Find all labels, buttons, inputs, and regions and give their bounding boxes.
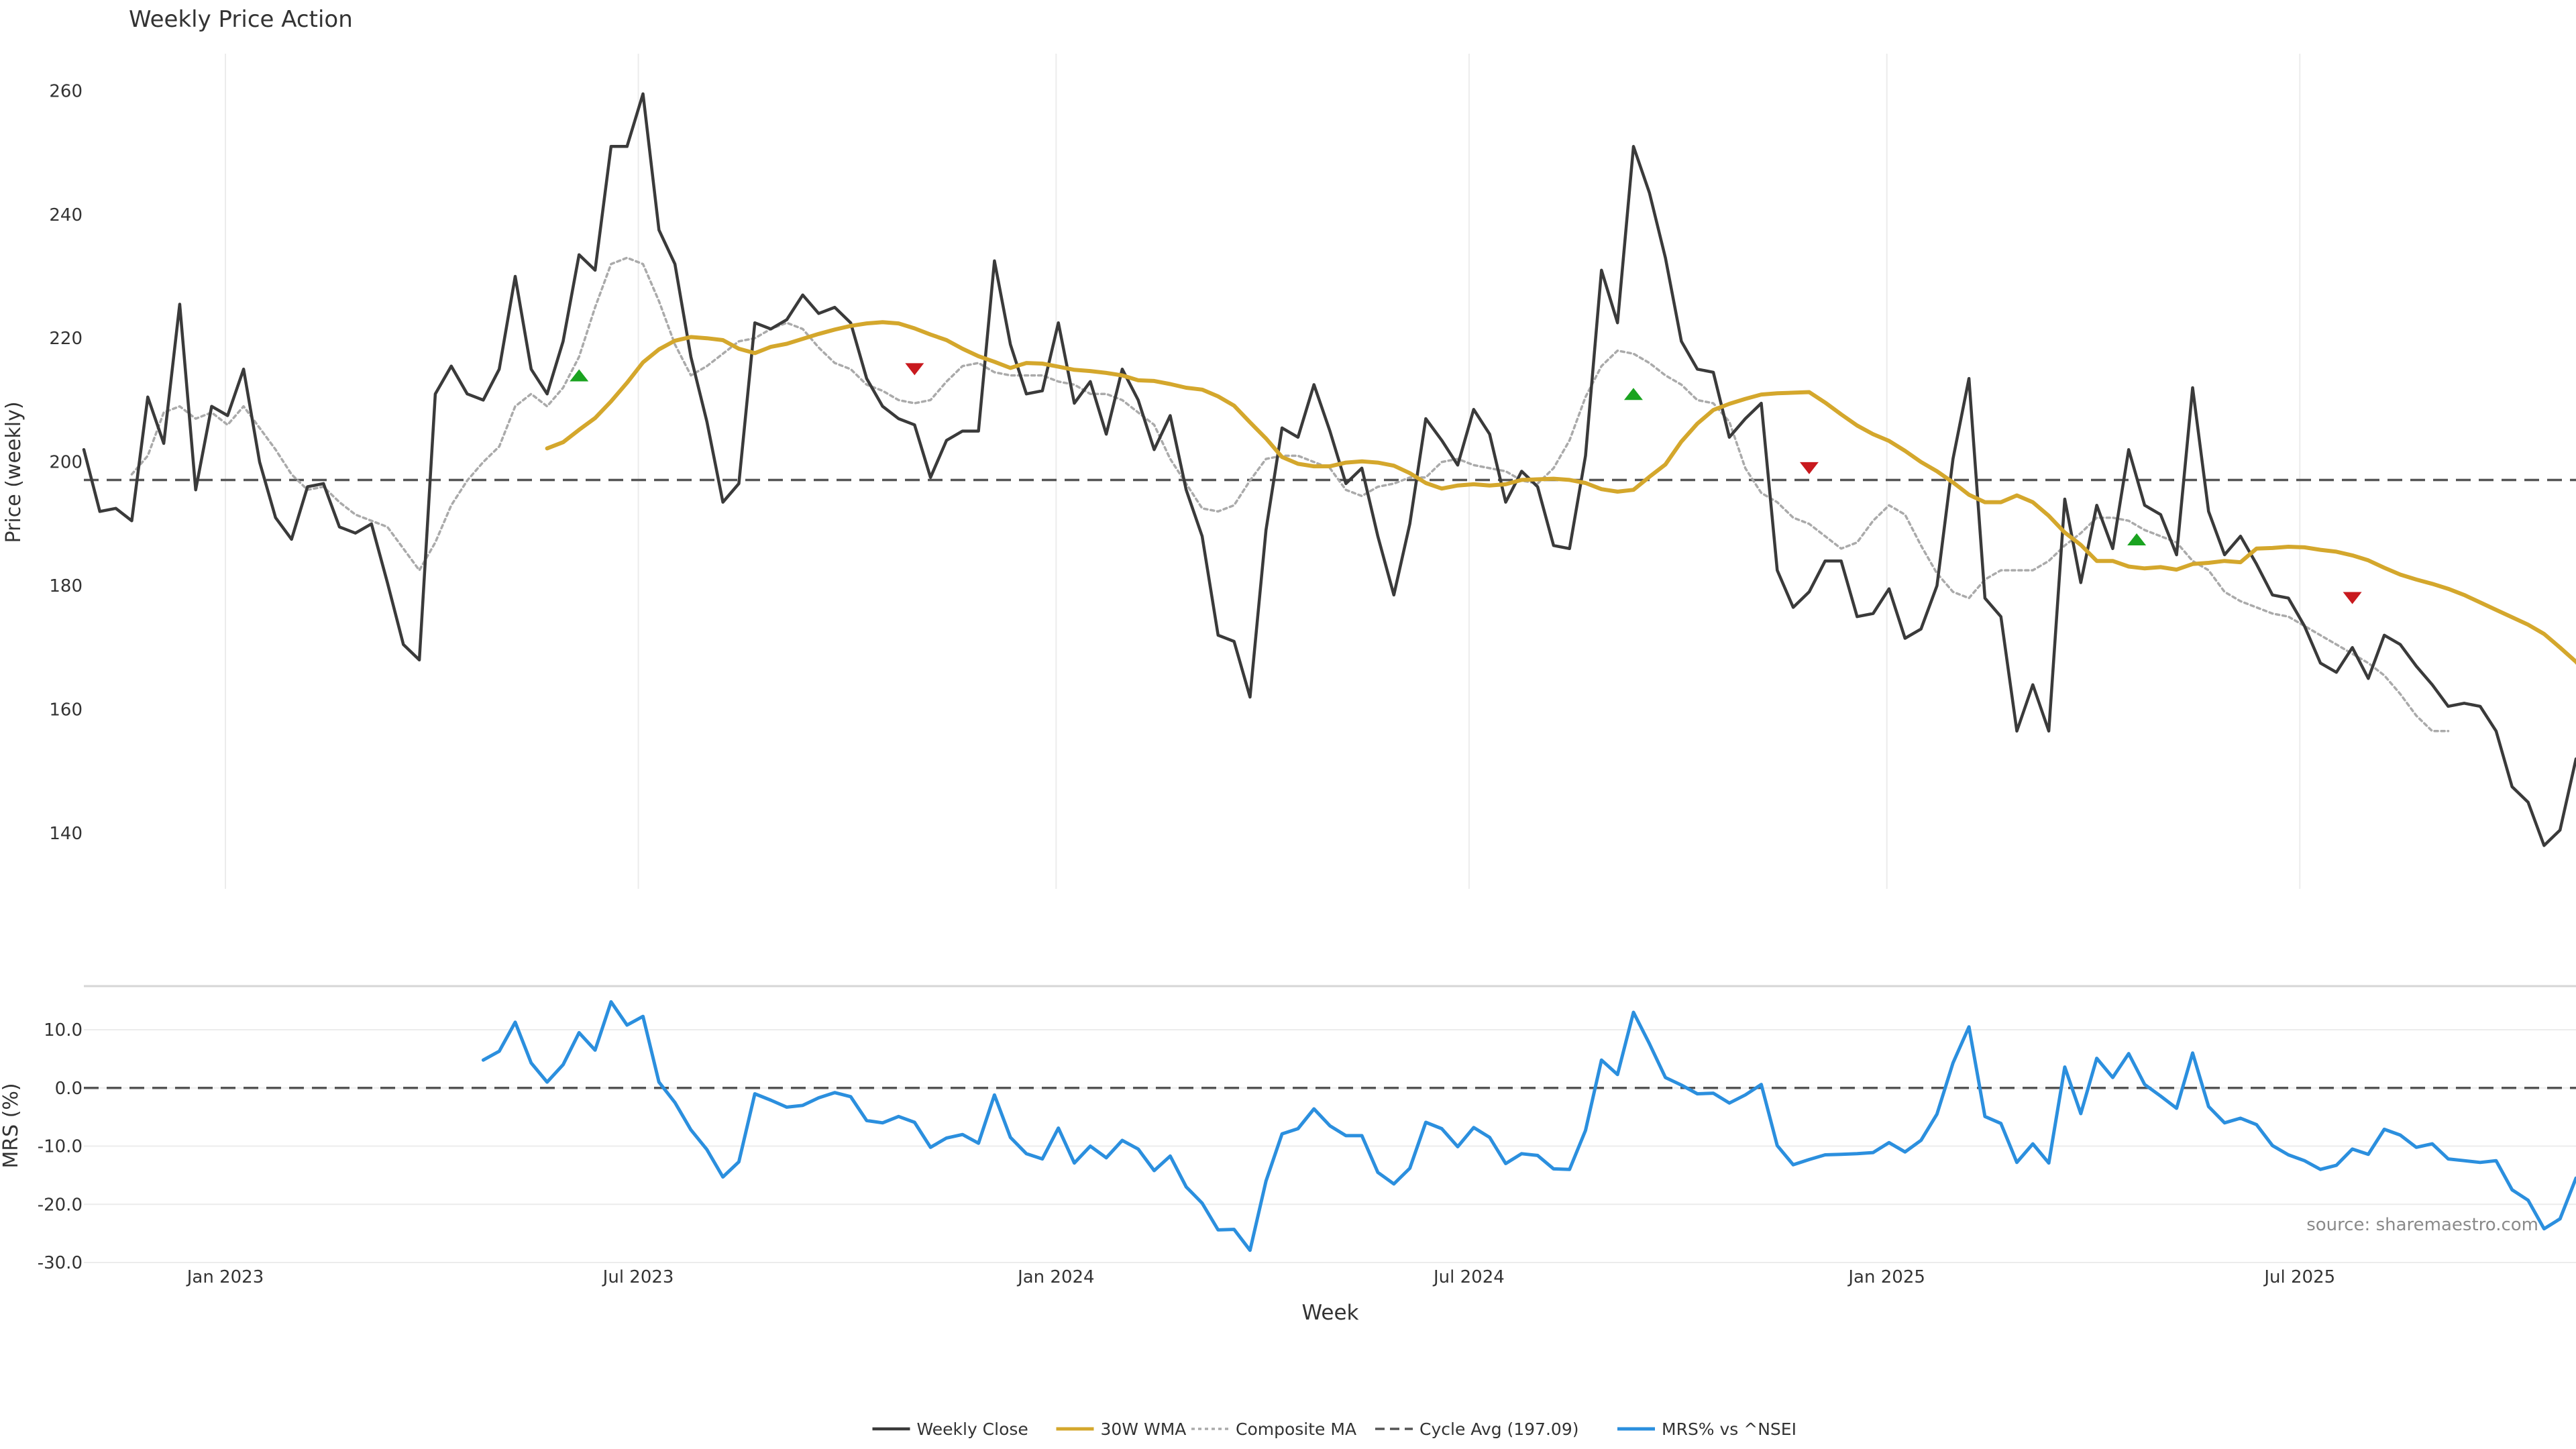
price-y-axis-label: Price (weekly) xyxy=(2,401,25,543)
buy-signal-marker xyxy=(570,369,589,382)
sell-signal-marker xyxy=(2343,592,2362,604)
buy-signal-marker xyxy=(1623,388,1643,400)
mrs-y-tick-label: 0.0 xyxy=(55,1079,83,1099)
mrs-y-tick-label: -20.0 xyxy=(38,1195,83,1215)
x-ticks: Jan 2023 Jul 2023 Jan 2024 Jul 2024 Jan 2025… xyxy=(186,1267,2335,1287)
price-y-tick-label: 180 xyxy=(49,576,83,596)
legend-label: Weekly Close xyxy=(917,1419,1028,1439)
mrs-y-tick-label: -10.0 xyxy=(38,1137,83,1157)
mrs-series xyxy=(84,1000,2576,1252)
x-tick-label: Jul 2024 xyxy=(1432,1267,1505,1287)
buy-signal-marker xyxy=(2127,533,2147,545)
price-y-ticks: 260 240 220 200 180 160 140 xyxy=(49,81,83,844)
price-y-tick-label: 240 xyxy=(49,205,83,225)
mrs-y-tick-label: -30.0 xyxy=(38,1253,83,1273)
price-y-tick-label: 140 xyxy=(49,824,83,844)
legend-label: Composite MA xyxy=(1236,1419,1356,1439)
mrs-y-ticks: 10.0 0.0 -10.0 -20.0 -30.0 xyxy=(38,1020,83,1273)
x-tick-label: Jul 2025 xyxy=(2263,1267,2335,1287)
legend: Weekly Close 30W WMA Composite MA Cycle Avg… xyxy=(872,1419,1796,1439)
legend-label: MRS% vs ^NSEI xyxy=(1662,1419,1796,1439)
wma-30w-line xyxy=(545,320,2576,665)
price-y-tick-label: 160 xyxy=(49,700,83,720)
legend-label: 30W WMA xyxy=(1101,1419,1187,1439)
signal-markers xyxy=(570,363,2362,604)
x-tick-label: Jul 2023 xyxy=(602,1267,674,1287)
sell-signal-marker xyxy=(1799,462,1819,474)
weekly-close-line xyxy=(82,92,2576,847)
chart-title: Weekly Price Action xyxy=(129,6,353,33)
x-tick-label: Jan 2024 xyxy=(1016,1267,1095,1287)
x-tick-label: Jan 2025 xyxy=(1847,1267,1925,1287)
source-note: source: sharemaestro.com xyxy=(2306,1215,2538,1235)
price-grid xyxy=(224,54,2301,889)
price-y-tick-label: 220 xyxy=(49,329,83,349)
mrs-line xyxy=(481,1000,2576,1252)
sell-signal-marker xyxy=(905,363,924,376)
x-axis-label: Week xyxy=(1302,1301,1359,1325)
mrs-y-axis-label: MRS (%) xyxy=(0,1083,23,1168)
price-series xyxy=(82,92,2576,847)
legend-label: Cycle Avg (197.09) xyxy=(1419,1419,1579,1439)
price-y-tick-label: 200 xyxy=(49,453,83,473)
price-y-tick-label: 260 xyxy=(49,81,83,101)
x-tick-label: Jan 2023 xyxy=(186,1267,264,1287)
mrs-y-tick-label: 10.0 xyxy=(44,1020,83,1040)
